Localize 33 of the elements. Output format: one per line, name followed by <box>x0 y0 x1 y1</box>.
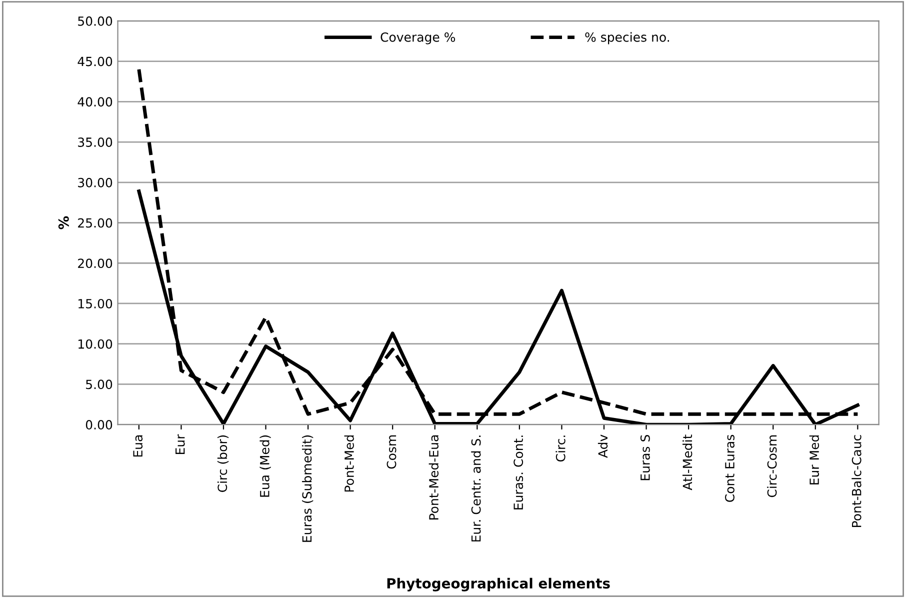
y-tick-label: 35.00 <box>78 137 112 147</box>
y-tick-label: 5.00 <box>86 380 112 390</box>
x-tick-label: Euras (Submedit) <box>302 435 314 542</box>
x-tick-label: Pont-Med <box>344 435 354 492</box>
x-tick-label: Eur. Centr. and S. <box>471 436 481 542</box>
x-tick-label: Pont-Balc-Cauc <box>852 435 862 527</box>
x-tick-label: Circ. <box>556 436 566 462</box>
x-tick-label: Pont-Med-Eua <box>428 435 439 520</box>
x-tick-label: Eur Med <box>809 435 820 484</box>
x-tick-label: Circ (bor) <box>217 435 229 492</box>
y-tick-label: 50.00 <box>78 16 112 26</box>
x-tick-label: Cosm <box>386 435 396 469</box>
x-tick-label: Eua (Med) <box>260 435 271 497</box>
x-tick-label: Atl-Medit <box>682 434 692 490</box>
y-tick-label: 10.00 <box>78 339 112 349</box>
y-tick-label: 15.00 <box>78 298 112 308</box>
x-tick-label: Eua <box>133 435 143 457</box>
y-tick-label: 40.00 <box>78 97 112 107</box>
x-tick-label: Circ-Cosm <box>767 435 777 498</box>
y-tick-label: 25.00 <box>78 218 112 228</box>
x-tick-label: Euras. Cont. <box>514 436 524 510</box>
legend-label: % species no. <box>585 32 669 44</box>
x-tick-label: Cont Euras <box>725 434 734 502</box>
legend-label: Coverage % <box>380 32 456 44</box>
y-axis-title: % <box>58 216 69 230</box>
x-tick-label: Adv <box>598 434 608 458</box>
y-tick-label: 45.00 <box>78 56 112 66</box>
y-tick-label: 20.00 <box>78 258 112 268</box>
y-tick-label: 30.00 <box>78 178 112 188</box>
x-axis-title: Phytogeographical elements <box>387 578 610 592</box>
y-tick-label: 0.00 <box>86 420 112 430</box>
x-tick-label: Euras S <box>640 435 650 480</box>
x-tick-label: Eur <box>176 434 185 454</box>
